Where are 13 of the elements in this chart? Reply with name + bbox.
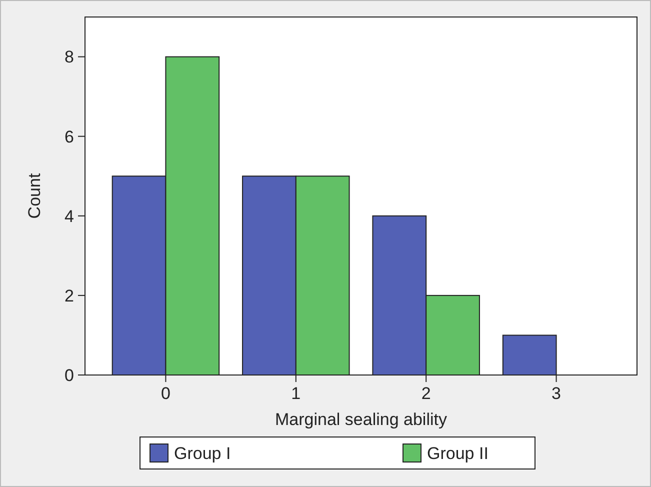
legend-label: Group II (427, 444, 488, 463)
y-tick-label: 4 (64, 206, 74, 226)
x-tick-label: 3 (552, 384, 562, 403)
x-tick-label: 2 (421, 384, 431, 403)
y-tick-label: 2 (64, 286, 74, 306)
x-tick-label: 0 (160, 384, 170, 403)
x-axis-title: Marginal sealing ability (275, 410, 448, 429)
legend-label: Group I (174, 444, 231, 463)
y-axis-title: Count (25, 173, 44, 219)
x-tick-label: 1 (291, 384, 301, 403)
y-tick-label: 6 (64, 127, 74, 146)
y-tick-label: 8 (64, 48, 74, 67)
y-tick-label: 0 (64, 366, 74, 385)
